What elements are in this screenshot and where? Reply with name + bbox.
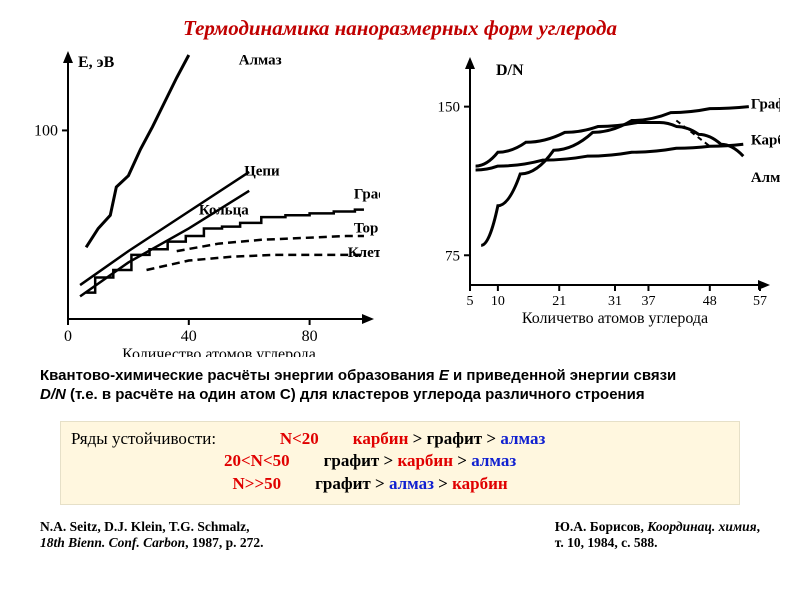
left-chart: E, эВ 100 0 40 80Количество атомов углерода А…: [20, 47, 380, 357]
svg-text:75: 75: [445, 248, 460, 264]
svg-text:37: 37: [641, 294, 655, 309]
svg-text:Алмаз: Алмаз: [751, 170, 780, 186]
svg-text:Количетво атомов углерода: Количетво атомов углерода: [522, 310, 708, 327]
svg-text:31: 31: [608, 294, 622, 309]
ref-left-l2-rest: , 1987, p. 272.: [185, 535, 263, 550]
desc-part2b: (т.е. в расчёте на один атом C) для клас…: [66, 386, 645, 403]
svg-text:Карбин: Карбин: [751, 132, 780, 148]
stability-row: N>>50 графит > алмаз > карбин: [71, 473, 729, 496]
svg-text:21: 21: [552, 294, 566, 309]
svg-text:100: 100: [34, 122, 58, 139]
svg-text:48: 48: [703, 294, 717, 309]
svg-text:57: 57: [753, 294, 767, 309]
page-title: Термодинамика наноразмерных форм углерод…: [0, 0, 800, 41]
svg-text:40: 40: [181, 328, 197, 345]
ref-left-l2-it: 18th Bienn. Conf. Carbon: [40, 535, 185, 550]
ref-right-l2: т. 10, 1984, с. 588.: [555, 535, 658, 550]
right-chart: D/N 75 150 5 10 21 31 37 48 57 Количетво атомов уг…: [420, 47, 780, 357]
stability-row: Ряды устойчивости: N<20 карбин > графит …: [71, 428, 729, 451]
stability-row: 20<N<50 графит > карбин > алмаз: [71, 450, 729, 473]
ref-right-l1a: Ю.А. Борисов,: [555, 519, 647, 534]
svg-text:5: 5: [467, 294, 474, 309]
ref-right-l1b: ,: [757, 519, 760, 534]
svg-text:Графит: Графит: [751, 97, 780, 113]
desc-part1b: и приведенной энергии связи: [449, 367, 676, 384]
svg-text:Top: Top: [354, 220, 378, 236]
svg-text:Клетка: Клетка: [348, 245, 380, 261]
references: N.A. Seitz, D.J. Klein, T.G. Schmalz, 18…: [40, 519, 760, 551]
svg-text:Кольца: Кольца: [199, 202, 249, 218]
svg-text:E, эВ: E, эВ: [78, 54, 115, 71]
charts-row: E, эВ 100 0 40 80Количество атомов углерода А…: [0, 47, 800, 357]
desc-DN: D/N: [40, 386, 66, 403]
svg-text:80: 80: [302, 328, 318, 345]
ref-right: Ю.А. Борисов, Координац. химия, т. 10, 1…: [555, 519, 760, 551]
svg-text:10: 10: [491, 294, 505, 309]
description-text: Квантово-химические расчёты энергии обра…: [40, 367, 760, 405]
desc-part1: Квантово-химические расчёты энергии обра…: [40, 367, 439, 384]
svg-text:Количество атомов углерода: Количество атомов углерода: [122, 346, 316, 357]
ref-left-l1: N.A. Seitz, D.J. Klein, T.G. Schmalz,: [40, 519, 250, 534]
svg-text:Графит: Графит: [354, 186, 380, 202]
ref-left: N.A. Seitz, D.J. Klein, T.G. Schmalz, 18…: [40, 519, 264, 551]
ref-right-l1-it: Координац. химия: [647, 519, 756, 534]
svg-text:150: 150: [438, 100, 461, 116]
desc-E: E: [439, 367, 449, 384]
svg-text:D/N: D/N: [496, 62, 524, 79]
svg-text:0: 0: [64, 328, 72, 345]
stability-block: Ряды устойчивости: N<20 карбин > графит …: [60, 421, 740, 506]
svg-text:Цепи: Цепи: [244, 164, 280, 180]
svg-text:Алмаз: Алмаз: [239, 52, 282, 68]
